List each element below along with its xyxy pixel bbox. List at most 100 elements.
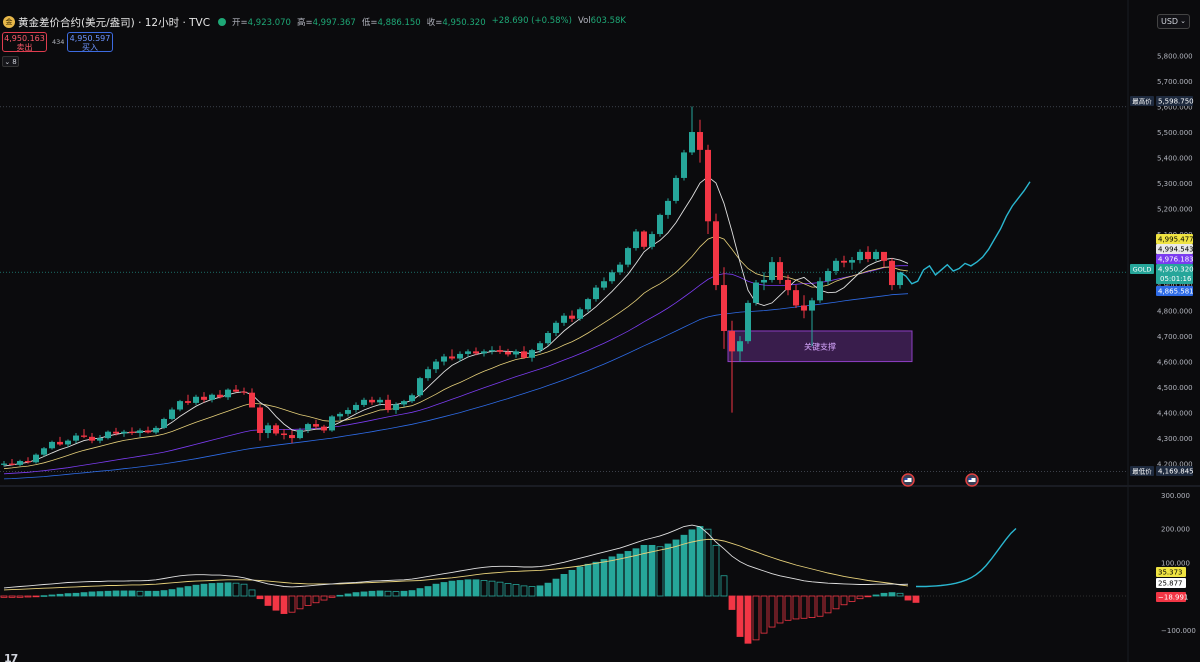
- macd-value-text: 35.373: [1158, 569, 1183, 577]
- macd-histogram-bar: [168, 589, 176, 597]
- candle-up: [161, 418, 167, 428]
- macd-histogram-bar: [128, 590, 136, 597]
- macd-tick-label: 100.000: [1161, 559, 1190, 567]
- macd-histogram-bar: [720, 575, 728, 597]
- price-tick-label: 4,200.000: [1157, 461, 1193, 469]
- indicator-collapse-button[interactable]: ⌄ 8: [2, 56, 19, 67]
- currency-selector[interactable]: USD ⌄: [1157, 14, 1190, 29]
- macd-histogram-bar: [32, 595, 40, 598]
- macd-histogram-bar: [16, 595, 24, 598]
- macd-histogram-bar: [824, 595, 832, 614]
- gold-logo-icon[interactable]: 金: [3, 16, 15, 28]
- candle-down: [241, 391, 247, 393]
- macd-histogram-bar: [584, 563, 592, 597]
- macd-histogram-bar: [344, 593, 352, 597]
- price-label-text: 5,598.750: [1158, 98, 1194, 106]
- sell-price: 4,950.163: [4, 34, 45, 43]
- candle-up: [49, 441, 55, 449]
- candle-down: [113, 431, 119, 434]
- price-tick-label: 4,800.000: [1157, 308, 1193, 316]
- candle-down: [697, 132, 703, 150]
- ohlc-close: 收=4,950.320: [426, 18, 486, 28]
- macd-histogram-bar: [392, 591, 400, 597]
- candle-up: [73, 435, 79, 441]
- symbol-title[interactable]: 黄金差价合约(美元/盎司) · 12小时 · TVC: [18, 16, 211, 29]
- candle-down: [801, 305, 807, 311]
- macd-histogram-bar: [816, 595, 824, 617]
- candle-up: [529, 350, 535, 358]
- moving-average-yellow: [3, 235, 909, 470]
- sell-button[interactable]: 4,950.163 卖出: [2, 32, 47, 52]
- macd-histogram-bar: [840, 595, 848, 606]
- candle-down: [705, 149, 711, 222]
- macd-histogram-bar: [744, 595, 752, 644]
- buy-price: 4,950.597: [69, 34, 111, 43]
- candle-down: [249, 392, 255, 408]
- macd-histogram-bar: [248, 589, 256, 597]
- candle-down: [281, 433, 287, 436]
- price-label-box: [1156, 466, 1193, 476]
- spread-value: 434: [52, 38, 65, 46]
- macd-histogram-bar: [664, 543, 672, 597]
- moving-average-white: [3, 176, 909, 467]
- macd-histogram-bar: [632, 548, 640, 597]
- ohlc-high: 高=4,997.367: [296, 18, 356, 28]
- candle-up: [617, 264, 623, 273]
- macd-value-box: [1156, 567, 1186, 577]
- candle-down: [57, 441, 63, 445]
- candle-down: [777, 262, 783, 280]
- flag-stripes: [968, 478, 976, 482]
- candle-up: [265, 425, 271, 433]
- candle-up: [169, 409, 175, 419]
- price-label-box: [1156, 244, 1193, 254]
- macd-histogram-bar: [776, 595, 784, 624]
- macd-value-text: −18.991: [1158, 594, 1188, 602]
- macd-histogram-bar: [848, 595, 856, 602]
- sell-label: 卖出: [16, 43, 33, 52]
- macd-histogram-bar: [400, 590, 408, 597]
- buy-button[interactable]: 4,950.597 买入: [67, 32, 113, 52]
- macd-histogram-bar: [560, 574, 568, 597]
- price-tick-label: 4,700.000: [1157, 333, 1193, 341]
- candle-up: [849, 260, 855, 263]
- macd-histogram-bar: [288, 595, 296, 613]
- candle-up: [537, 343, 543, 351]
- chart-header: 金 黄金差价合约(美元/盎司) · 12小时 · TVC 开=4,923.070…: [3, 14, 626, 30]
- macd-histogram-bar: [760, 595, 768, 634]
- macd-histogram-bar: [872, 594, 880, 597]
- macd-histogram-bar: [896, 592, 904, 597]
- candle-up: [41, 448, 47, 455]
- candle-down: [129, 431, 135, 433]
- macd-histogram-bar: [376, 590, 384, 597]
- candle-up: [833, 260, 839, 272]
- candle-up: [457, 353, 463, 359]
- price-tag-box: [1130, 264, 1154, 274]
- macd-histogram-bar: [784, 595, 792, 621]
- candle-down: [185, 401, 191, 403]
- macd-histogram-bar: [0, 595, 8, 598]
- candle-down: [233, 389, 239, 392]
- candle-down: [865, 251, 871, 260]
- macd-histogram-bar: [440, 582, 448, 597]
- macd-histogram-bar: [696, 526, 704, 597]
- macd-value-text: 25.877: [1158, 580, 1183, 588]
- candle-up: [337, 413, 343, 417]
- candle-up: [345, 410, 351, 414]
- candle-up: [481, 351, 487, 354]
- candle-up: [441, 356, 447, 362]
- macd-histogram-bar: [40, 595, 48, 597]
- candle-down: [505, 351, 511, 355]
- candle-up: [553, 322, 559, 334]
- macd-histogram-bar: [48, 594, 56, 597]
- macd-histogram-bar: [296, 595, 304, 610]
- macd-histogram-bar: [488, 580, 496, 597]
- macd-histogram-bar: [640, 544, 648, 597]
- candle-up: [433, 361, 439, 370]
- main-pane: 关键支撑: [1, 106, 1031, 487]
- macd-histogram-bar: [272, 595, 280, 611]
- macd-histogram-bar: [528, 586, 536, 597]
- candle-down: [449, 356, 455, 359]
- macd-histogram-bar: [608, 556, 616, 597]
- market-status-icon: [218, 18, 227, 26]
